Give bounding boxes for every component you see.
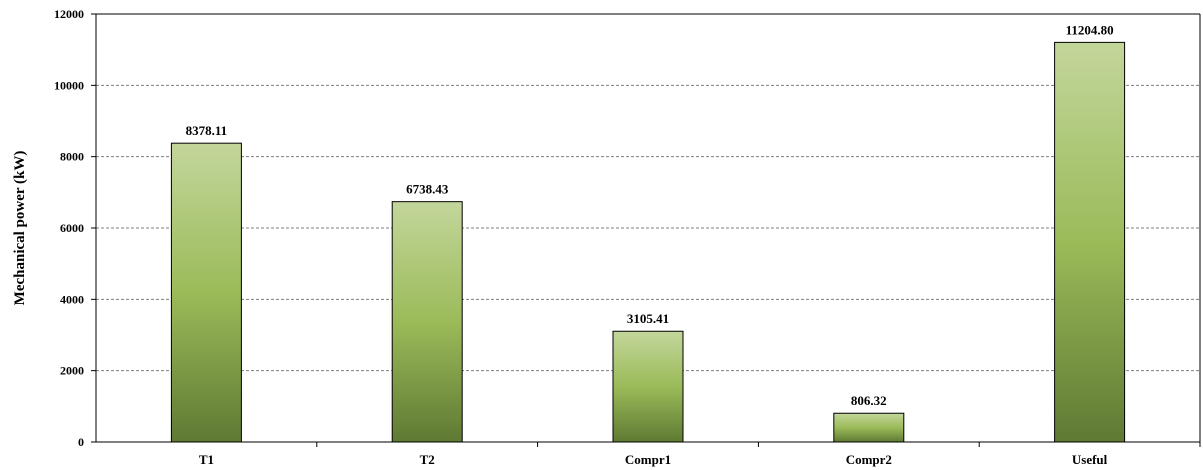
axes (91, 13, 1201, 447)
bar-value-label: 806.32 (851, 393, 887, 408)
y-tick-label: 4000 (60, 292, 84, 306)
x-category-label: T2 (420, 452, 435, 467)
bar-value-label: 3105.41 (627, 311, 669, 326)
bar (612, 330, 684, 443)
x-category-label: Useful (1072, 452, 1108, 467)
y-axis-title: Mechanical power (kW) (12, 151, 28, 306)
bar (1054, 41, 1126, 443)
labels: 0 2000 4000 6000 8000 10000 12000 8378.11 T1 6738… (54, 7, 1114, 467)
bar-value-label: 11204.80 (1066, 22, 1114, 37)
bar-value-label: 8378.11 (186, 123, 228, 138)
bar (833, 412, 905, 443)
y-tick-label: 8000 (60, 150, 84, 164)
bar (391, 201, 463, 443)
y-tick-label: 6000 (60, 221, 84, 235)
x-category-label: Compr2 (846, 452, 892, 467)
bar (170, 142, 242, 443)
y-tick-label: 12000 (54, 7, 84, 21)
y-tick-label: 0 (78, 435, 84, 449)
bar-value-label: 6738.43 (406, 182, 449, 197)
bars (170, 41, 1126, 443)
y-tick-label: 10000 (54, 78, 84, 92)
x-category-label: T1 (199, 452, 214, 467)
x-category-label: Compr1 (625, 452, 671, 467)
y-tick-label: 2000 (60, 364, 84, 378)
